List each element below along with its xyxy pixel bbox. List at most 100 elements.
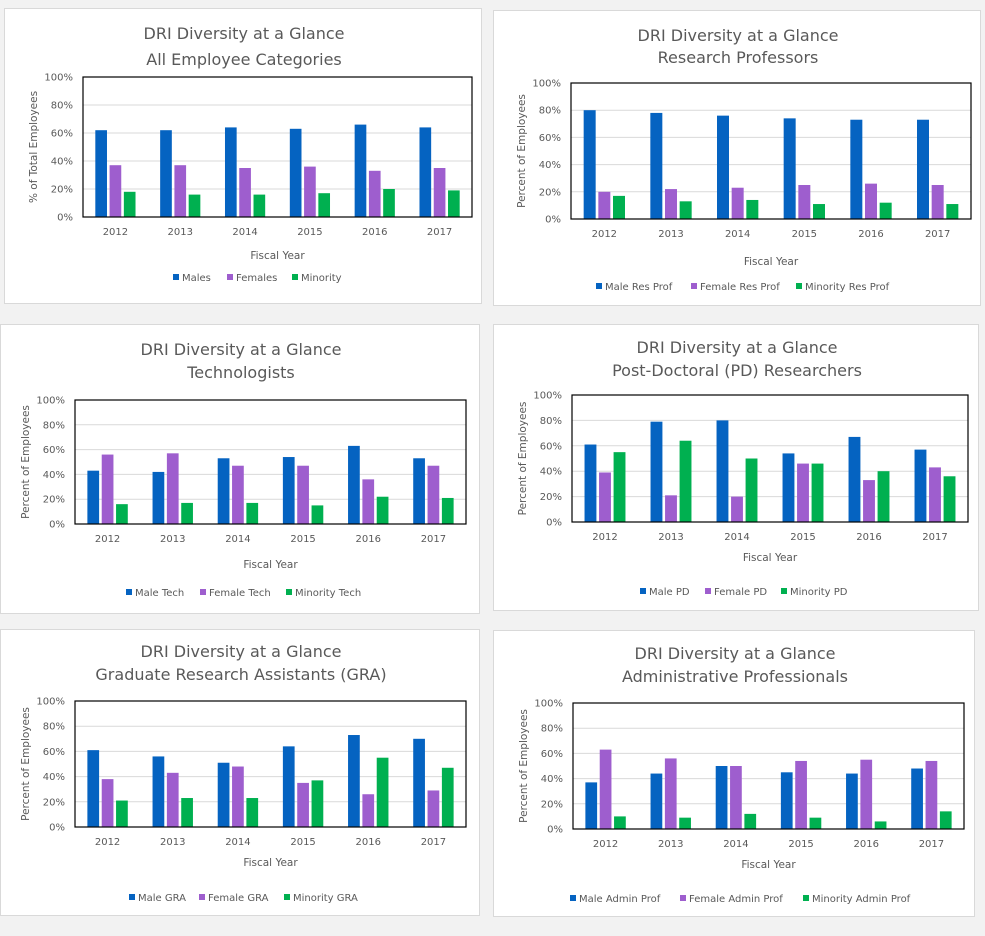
x-tick-label: 2012 bbox=[103, 227, 128, 238]
x-tick-label: 2013 bbox=[160, 534, 185, 545]
bar-male-res-prof-2014 bbox=[717, 115, 729, 219]
y-tick-label: 40% bbox=[541, 774, 563, 785]
bar-minority-gra-2012 bbox=[116, 800, 128, 827]
bar-male-tech-2017 bbox=[413, 458, 425, 524]
legend-swatch bbox=[781, 588, 787, 594]
bar-male-res-prof-2016 bbox=[850, 119, 863, 219]
chart-svg: DRI Diversity at a Glance Administrative … bbox=[518, 644, 965, 905]
legend: Males Females Minority bbox=[173, 273, 342, 284]
bar-male-res-prof-2012 bbox=[583, 110, 596, 219]
bar-minority-gra-2014 bbox=[246, 798, 259, 827]
bar-females-2014 bbox=[239, 168, 251, 217]
y-axis-label: Percent of Employees bbox=[518, 709, 530, 823]
bar-male-pd-2014 bbox=[716, 420, 729, 522]
y-tick-label: 20% bbox=[541, 799, 563, 810]
legend-swatch bbox=[796, 283, 802, 289]
y-tick-label: 80% bbox=[43, 420, 65, 431]
bar-female-tech-2015 bbox=[297, 465, 309, 524]
legend-swatch bbox=[286, 589, 292, 595]
chart-title: DRI Diversity at a Glance bbox=[144, 24, 345, 43]
x-tick-label: 2015 bbox=[297, 227, 322, 238]
bar-female-admin-prof-2017 bbox=[925, 760, 938, 829]
legend-label: Male PD bbox=[649, 587, 690, 598]
bar-female-pd-2012 bbox=[599, 472, 611, 522]
x-tick-label: 2016 bbox=[356, 837, 381, 848]
chart-subtitle: Research Professors bbox=[658, 48, 819, 67]
bar-minority-pd-2014 bbox=[745, 458, 758, 522]
y-tick-label: 0% bbox=[57, 213, 73, 224]
bar-females-2017 bbox=[433, 168, 446, 217]
x-tick-label: 2013 bbox=[658, 839, 683, 850]
y-tick-label: 20% bbox=[43, 495, 65, 506]
legend-swatch bbox=[596, 283, 602, 289]
y-tick-label: 80% bbox=[540, 416, 562, 427]
bar-minority-admin-prof-2014 bbox=[744, 813, 757, 829]
y-tick-label: 60% bbox=[43, 445, 65, 456]
bar-minority-gra-2013 bbox=[181, 798, 193, 827]
legend: Male Admin Prof Female Admin Prof Minority… bbox=[570, 894, 911, 905]
legend-label: Males bbox=[182, 273, 211, 284]
legend-label: Minority Admin Prof bbox=[812, 894, 911, 905]
y-tick-label: 20% bbox=[43, 797, 65, 808]
chart-svg: DRI Diversity at a Glance All Employee Ca… bbox=[28, 24, 473, 284]
bar-female-admin-prof-2015 bbox=[795, 760, 807, 829]
x-tick-label: 2017 bbox=[922, 532, 947, 543]
bar-minority-tech-2017 bbox=[441, 497, 454, 524]
legend: Male PD Female PD Minority PD bbox=[640, 587, 848, 598]
x-tick-label: 2016 bbox=[858, 229, 883, 240]
legend-label: Minority GRA bbox=[293, 893, 358, 904]
bar-females-2013 bbox=[174, 165, 187, 217]
bar-female-gra-2014 bbox=[232, 766, 244, 827]
legend-swatch bbox=[691, 283, 697, 289]
chart-panel-research-professors: DRI Diversity at a Glance Research Profes… bbox=[493, 10, 981, 306]
bar-female-res-prof-2017 bbox=[931, 185, 944, 219]
x-axis-label: Fiscal Year bbox=[743, 552, 798, 564]
y-tick-label: 100% bbox=[534, 699, 563, 710]
legend-label: Male Admin Prof bbox=[579, 894, 661, 905]
legend-label: Female Tech bbox=[209, 588, 271, 599]
bar-minority-res-prof-2015 bbox=[813, 204, 825, 219]
y-tick-label: 80% bbox=[541, 724, 563, 735]
bar-female-gra-2012 bbox=[101, 779, 114, 827]
y-tick-label: 60% bbox=[540, 441, 562, 452]
legend-swatch bbox=[200, 589, 206, 595]
chart-subtitle: Technologists bbox=[186, 363, 295, 382]
legend-label: Male Res Prof bbox=[605, 282, 673, 293]
bar-minority-2015 bbox=[318, 193, 331, 217]
y-tick-label: 60% bbox=[51, 129, 73, 140]
bar-male-pd-2017 bbox=[914, 449, 927, 522]
y-tick-label: 0% bbox=[545, 215, 561, 226]
bar-male-gra-2017 bbox=[413, 738, 425, 827]
y-tick-label: 100% bbox=[36, 396, 65, 407]
y-tick-label: 40% bbox=[43, 470, 65, 481]
bar-minority-2017 bbox=[448, 190, 460, 217]
bar-male-admin-prof-2013 bbox=[650, 773, 663, 829]
legend-swatch bbox=[199, 894, 205, 900]
bar-minority-tech-2016 bbox=[376, 496, 389, 524]
bar-male-pd-2015 bbox=[782, 453, 795, 522]
legend: Male Tech Female Tech Minority Tech bbox=[126, 588, 361, 599]
bar-male-tech-2012 bbox=[87, 470, 100, 524]
chart-title: DRI Diversity at a Glance bbox=[141, 642, 342, 661]
x-tick-label: 2016 bbox=[854, 839, 879, 850]
bar-minority-admin-prof-2013 bbox=[679, 817, 691, 829]
bar-male-admin-prof-2014 bbox=[715, 766, 728, 829]
x-tick-label: 2012 bbox=[95, 534, 120, 545]
bar-male-res-prof-2013 bbox=[650, 112, 663, 219]
bar-female-pd-2015 bbox=[797, 463, 809, 522]
bar-male-tech-2016 bbox=[348, 445, 360, 524]
bar-female-tech-2013 bbox=[166, 453, 179, 524]
bar-male-tech-2015 bbox=[282, 457, 295, 524]
y-axis-label: Percent of Employees bbox=[20, 405, 32, 519]
bar-female-admin-prof-2014 bbox=[730, 766, 742, 829]
x-tick-label: 2012 bbox=[95, 837, 120, 848]
bar-male-res-prof-2015 bbox=[783, 118, 796, 219]
legend-swatch bbox=[126, 589, 132, 595]
x-tick-label: 2014 bbox=[232, 227, 257, 238]
bar-male-gra-2014 bbox=[217, 762, 230, 827]
bar-minority-pd-2016 bbox=[877, 471, 890, 522]
plot-area-border bbox=[74, 399, 467, 525]
bar-male-res-prof-2017 bbox=[917, 119, 929, 219]
bar-female-pd-2013 bbox=[665, 495, 677, 522]
bar-female-res-prof-2015 bbox=[798, 185, 811, 219]
